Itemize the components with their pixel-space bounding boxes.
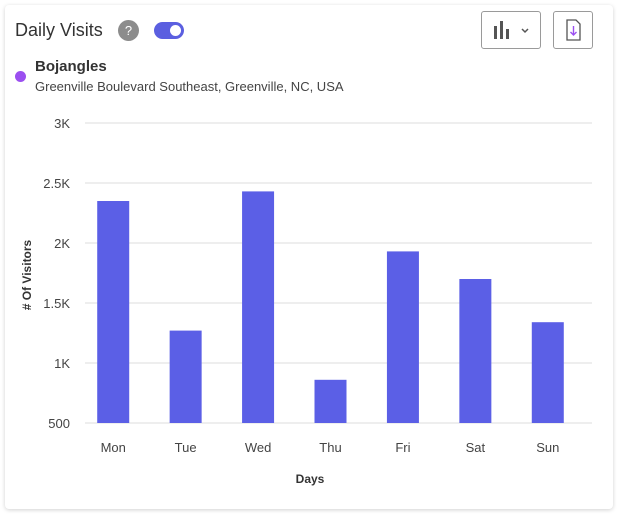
y-tick-label: 3K bbox=[54, 116, 70, 131]
x-tick-label: Sun bbox=[536, 440, 559, 455]
bar-fri[interactable] bbox=[386, 251, 419, 423]
bar-chart-icon bbox=[494, 21, 529, 39]
chart-type-button[interactable] bbox=[481, 11, 541, 49]
legend-dot bbox=[15, 71, 26, 82]
y-tick-label: 1K bbox=[54, 356, 70, 371]
x-tick-label: Fri bbox=[395, 440, 410, 455]
y-tick-label: 500 bbox=[48, 416, 70, 431]
toggle-knob bbox=[170, 25, 181, 36]
x-tick-label: Tue bbox=[175, 440, 197, 455]
y-tick-label: 1.5K bbox=[43, 296, 70, 311]
download-file-icon bbox=[566, 19, 581, 41]
x-tick-label: Sat bbox=[466, 440, 486, 455]
card-title: Daily Visits bbox=[15, 20, 103, 40]
help-icon[interactable]: ? bbox=[118, 20, 139, 41]
download-button[interactable] bbox=[553, 11, 593, 49]
x-tick-label: Thu bbox=[319, 440, 341, 455]
bar-wed[interactable] bbox=[242, 191, 275, 423]
bar-sun[interactable] bbox=[531, 322, 564, 423]
y-axis-label: # Of Visitors bbox=[20, 239, 34, 310]
location-address: Greenville Boulevard Southeast, Greenvil… bbox=[35, 79, 344, 94]
bar-sat[interactable] bbox=[459, 279, 492, 423]
bar-tue[interactable] bbox=[169, 330, 202, 423]
chevron-down-icon bbox=[521, 28, 529, 34]
location-name: Bojangles bbox=[35, 58, 107, 75]
x-axis-label: Days bbox=[296, 472, 325, 486]
toggle-switch[interactable] bbox=[154, 22, 184, 39]
bar-thu[interactable] bbox=[314, 379, 347, 423]
y-tick-label: 2.5K bbox=[43, 176, 70, 191]
x-tick-label: Wed bbox=[245, 440, 272, 455]
y-tick-label: 2K bbox=[54, 236, 70, 251]
x-tick-label: Mon bbox=[101, 440, 126, 455]
bar-mon[interactable] bbox=[97, 201, 130, 423]
